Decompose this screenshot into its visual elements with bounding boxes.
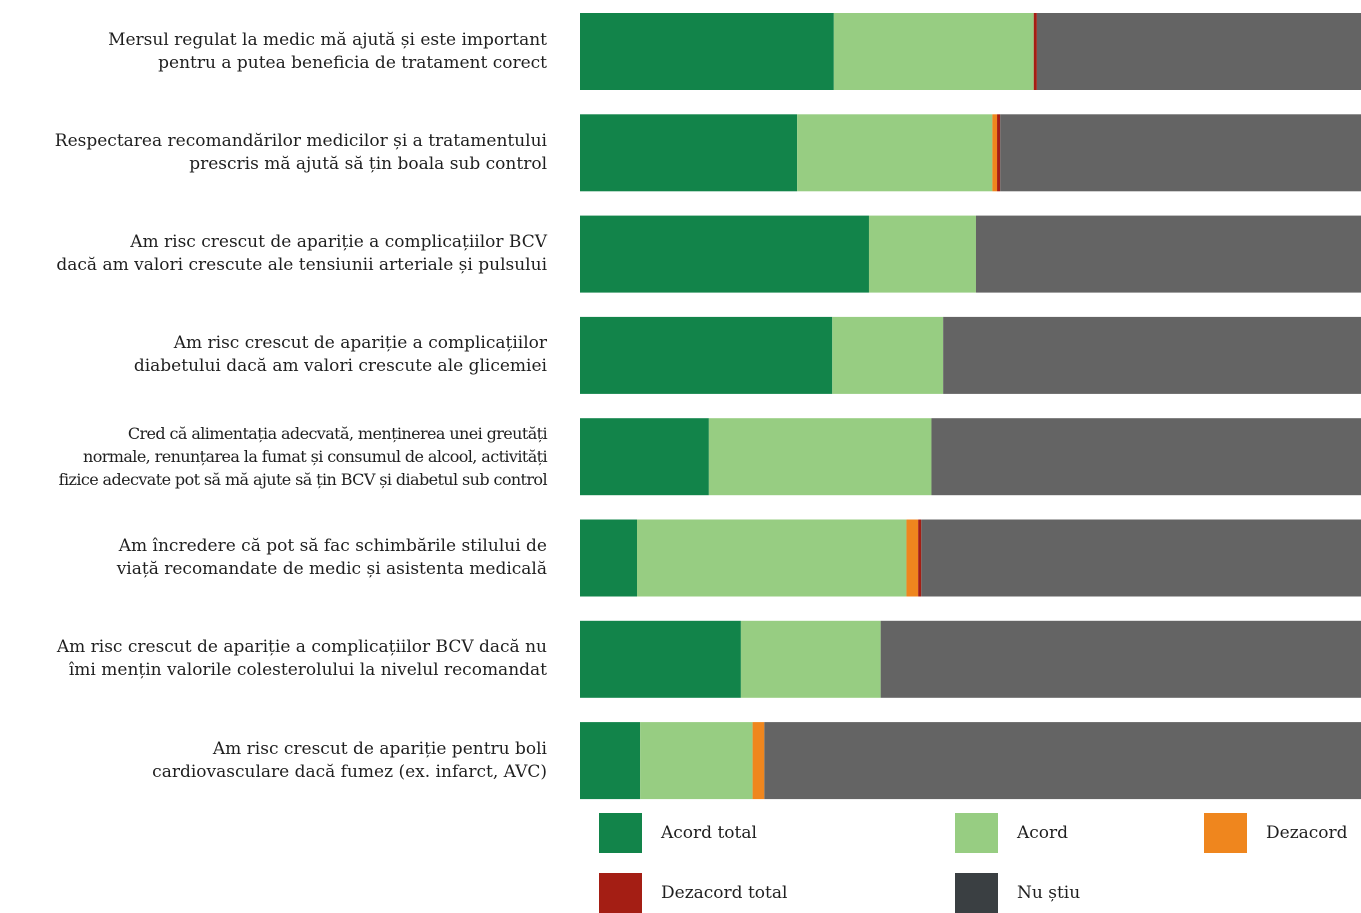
bar-segment-acord bbox=[708, 418, 932, 496]
legend-swatch bbox=[955, 813, 998, 853]
bar-segment-acord-total bbox=[580, 114, 798, 192]
bar-segment-acord bbox=[868, 215, 976, 293]
legend-item: Dezacord bbox=[1204, 813, 1348, 853]
legend-label: Acord bbox=[1017, 823, 1069, 843]
bar-segment-acord bbox=[637, 519, 907, 597]
bar-segment-nu-știu bbox=[880, 620, 1361, 698]
bar-segment-nu-știu bbox=[1036, 13, 1361, 90]
legend-label: Acord total bbox=[661, 823, 757, 843]
legend-swatch bbox=[955, 873, 998, 913]
category-label: Am încredere că pot să fac schimbările s… bbox=[116, 536, 547, 579]
bar-segment-acord bbox=[640, 722, 753, 800]
bar-segment-acord bbox=[832, 316, 944, 394]
bar-segment-acord bbox=[740, 620, 881, 698]
category-label: Respectarea recomandărilor medicilor și … bbox=[54, 131, 547, 174]
bar-segment-acord-total bbox=[580, 519, 638, 597]
bar-segment-nu-știu bbox=[764, 722, 1361, 800]
bar-segment-dezacord bbox=[992, 114, 998, 192]
bar-segment-nu-știu bbox=[921, 519, 1361, 597]
bar-segment-acord-total bbox=[580, 316, 833, 394]
category-label: Mersul regulat la medic mă ajută și este… bbox=[108, 30, 547, 73]
legend-label: Dezacord total bbox=[661, 883, 788, 903]
legend-swatch bbox=[1204, 813, 1247, 853]
legend-label: Nu știu bbox=[1017, 883, 1081, 903]
bar-segment-dezacord-total bbox=[918, 519, 922, 597]
category-label: Am risc crescut de apariție a complicați… bbox=[56, 637, 547, 680]
legend-item: Dezacord total bbox=[599, 873, 787, 913]
bar-segment-acord-total bbox=[580, 722, 641, 800]
legend-swatch bbox=[599, 813, 642, 853]
bar-segment-nu-știu bbox=[943, 316, 1361, 394]
category-label: Cred că alimentația adecvată, menținerea… bbox=[58, 424, 548, 489]
category-label: Am risc crescut de apariție a complicați… bbox=[56, 232, 547, 275]
bar-segment-acord bbox=[833, 13, 1034, 90]
bar-segment-acord bbox=[797, 114, 993, 192]
bar-segment-nu-știu bbox=[975, 215, 1361, 293]
category-label: Am risc crescut de apariție a complicați… bbox=[133, 333, 547, 376]
bar-segment-dezacord bbox=[752, 722, 765, 800]
legend-label: Dezacord bbox=[1266, 823, 1348, 843]
legend-item: Acord bbox=[955, 813, 1068, 853]
bar-segment-nu-știu bbox=[1000, 114, 1361, 192]
bar-segment-nu-știu bbox=[931, 418, 1361, 496]
bar-segment-acord-total bbox=[580, 13, 834, 90]
legend-item: Nu știu bbox=[955, 873, 1080, 913]
bar-segment-acord-total bbox=[580, 620, 741, 698]
bar-segment-acord-total bbox=[580, 215, 869, 293]
bar-segment-dezacord-total bbox=[1033, 13, 1037, 90]
legend-swatch bbox=[599, 873, 642, 913]
legend-item: Acord total bbox=[599, 813, 757, 853]
bar-segment-dezacord-total bbox=[997, 114, 1001, 192]
category-label: Am risc crescut de apariție pentru boli … bbox=[152, 739, 547, 782]
bar-segment-dezacord bbox=[906, 519, 919, 597]
bar-segment-acord-total bbox=[580, 418, 709, 496]
